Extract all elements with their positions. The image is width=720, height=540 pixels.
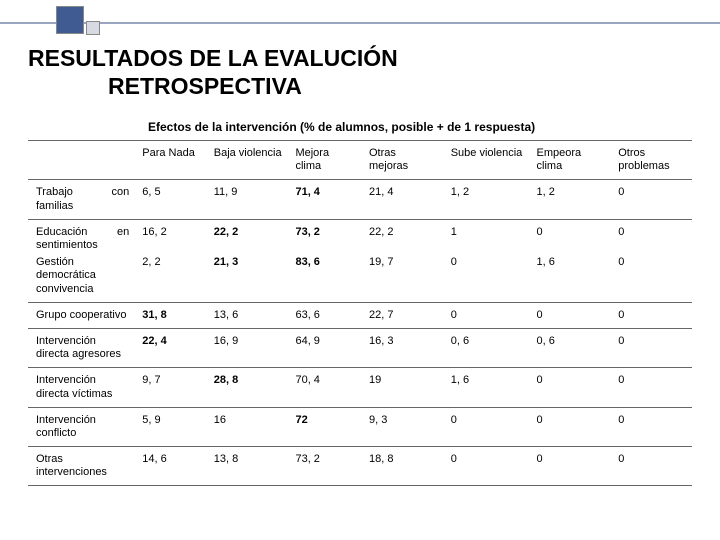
header-blank: [28, 141, 134, 180]
row-label: Gestión democrática convivencia: [28, 254, 134, 302]
cell: 0, 6: [529, 328, 611, 367]
cell: 0: [610, 407, 692, 446]
cell: 1, 2: [443, 180, 529, 219]
cell: 0: [610, 328, 692, 367]
cell: 19: [361, 368, 443, 407]
cell: 0: [443, 447, 529, 486]
cell: 14, 6: [134, 447, 206, 486]
cell: 19, 7: [361, 254, 443, 302]
cell: 0: [443, 254, 529, 302]
header-col: Baja violencia: [206, 141, 288, 180]
header-col: Otros problemas: [610, 141, 692, 180]
title-line-2: RETROSPECTIVA: [28, 72, 692, 100]
cell: 63, 6: [287, 302, 361, 328]
cell: 31, 8: [134, 302, 206, 328]
cell: 13, 6: [206, 302, 288, 328]
title-line-1: RESULTADOS DE LA EVALUCIÓN: [28, 45, 398, 71]
decor-square-small: [86, 21, 100, 35]
cell: 13, 8: [206, 447, 288, 486]
row-label: Trabajo confamilias: [28, 180, 134, 219]
cell: 22, 4: [134, 328, 206, 367]
table-row: Intervención directa agresores22, 416, 9…: [28, 328, 692, 367]
row-label: Intervención directa agresores: [28, 328, 134, 367]
cell: 70, 4: [287, 368, 361, 407]
cell: 2, 2: [134, 254, 206, 302]
row-label: Intervención conflicto: [28, 407, 134, 446]
cell: 0: [529, 368, 611, 407]
header-col: Mejora clima: [287, 141, 361, 180]
table-row: Gestión democrática convivencia2, 221, 3…: [28, 254, 692, 302]
header-col: Empeora clima: [529, 141, 611, 180]
cell: 0: [443, 407, 529, 446]
slide-content: RESULTADOS DE LA EVALUCIÓN RETROSPECTIVA…: [0, 0, 720, 486]
cell: 21, 4: [361, 180, 443, 219]
slide-title: RESULTADOS DE LA EVALUCIÓN RETROSPECTIVA: [28, 44, 692, 100]
cell: 0: [610, 180, 692, 219]
cell: 22, 2: [206, 219, 288, 254]
cell: 73, 2: [287, 447, 361, 486]
cell: 0: [529, 447, 611, 486]
cell: 0: [610, 302, 692, 328]
table-row: Intervención directa víctimas9, 728, 870…: [28, 368, 692, 407]
cell: 11, 9: [206, 180, 288, 219]
cell: 73, 2: [287, 219, 361, 254]
decor-line: [0, 22, 720, 24]
cell: 16, 2: [134, 219, 206, 254]
cell: 22, 2: [361, 219, 443, 254]
table-header-row: Para Nada Baja violencia Mejora clima Ot…: [28, 141, 692, 180]
cell: 1: [443, 219, 529, 254]
row-label: Otras intervenciones: [28, 447, 134, 486]
cell: 1, 6: [443, 368, 529, 407]
cell: 28, 8: [206, 368, 288, 407]
cell: 0, 6: [443, 328, 529, 367]
cell: 16: [206, 407, 288, 446]
decor-square-large: [56, 6, 84, 34]
table-row: Intervención conflicto5, 916729, 3000: [28, 407, 692, 446]
cell: 0: [610, 219, 692, 254]
row-label: Educación ensentimientos: [28, 219, 134, 254]
cell: 0: [610, 447, 692, 486]
cell: 16, 3: [361, 328, 443, 367]
header-col: Otras mejoras: [361, 141, 443, 180]
results-table: Para Nada Baja violencia Mejora clima Ot…: [28, 141, 692, 486]
cell: 64, 9: [287, 328, 361, 367]
slide-decoration: [0, 0, 720, 38]
table-row: Otras intervenciones14, 613, 873, 218, 8…: [28, 447, 692, 486]
table-row: Educación ensentimientos16, 222, 273, 22…: [28, 219, 692, 254]
cell: 6, 5: [134, 180, 206, 219]
cell: 83, 6: [287, 254, 361, 302]
cell: 9, 3: [361, 407, 443, 446]
cell: 0: [529, 407, 611, 446]
cell: 1, 2: [529, 180, 611, 219]
cell: 0: [529, 302, 611, 328]
cell: 5, 9: [134, 407, 206, 446]
cell: 22, 7: [361, 302, 443, 328]
header-col: Sube violencia: [443, 141, 529, 180]
cell: 21, 3: [206, 254, 288, 302]
cell: 0: [610, 254, 692, 302]
cell: 9, 7: [134, 368, 206, 407]
header-col: Para Nada: [134, 141, 206, 180]
cell: 71, 4: [287, 180, 361, 219]
cell: 0: [443, 302, 529, 328]
cell: 72: [287, 407, 361, 446]
table-row: Grupo cooperativo31, 813, 663, 622, 7000: [28, 302, 692, 328]
row-label: Intervención directa víctimas: [28, 368, 134, 407]
table-caption: Efectos de la intervención (% de alumnos…: [28, 114, 692, 141]
row-label: Grupo cooperativo: [28, 302, 134, 328]
cell: 18, 8: [361, 447, 443, 486]
cell: 16, 9: [206, 328, 288, 367]
cell: 0: [529, 219, 611, 254]
cell: 1, 6: [529, 254, 611, 302]
cell: 0: [610, 368, 692, 407]
table-row: Trabajo confamilias6, 511, 971, 421, 41,…: [28, 180, 692, 219]
